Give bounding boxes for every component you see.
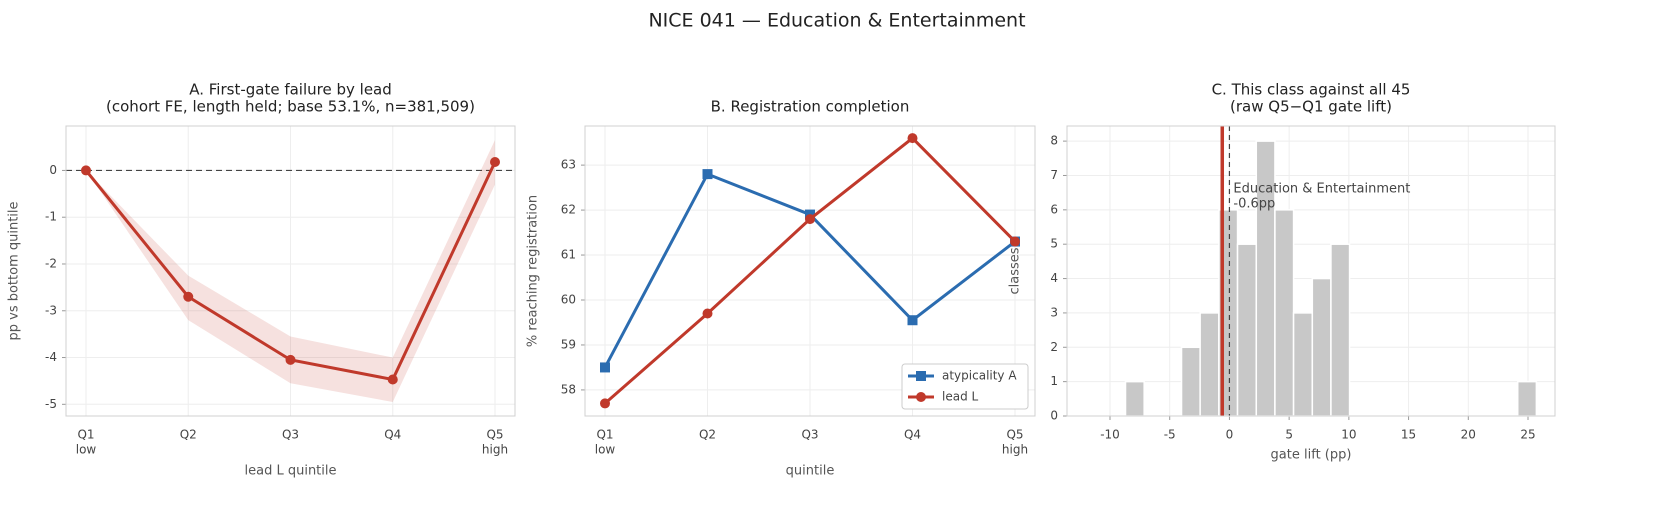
histogram-bar <box>1292 312 1314 417</box>
marker <box>387 374 398 385</box>
x-tick-label: -5 <box>1164 428 1176 442</box>
legend-marker <box>916 392 926 402</box>
x-tick-label: Q4 <box>384 428 401 442</box>
y-tick-label: 8 <box>1050 134 1058 148</box>
y-tick-label: 5 <box>1050 237 1058 251</box>
x-tick-label: Q1 <box>596 428 613 442</box>
marker <box>702 169 713 180</box>
x-tick-sublabel: high <box>1002 443 1028 457</box>
y-tick-label: 0 <box>1050 409 1058 423</box>
plot-frame <box>1066 125 1556 417</box>
panel-title: (raw Q5−Q1 gate lift) <box>1230 98 1392 116</box>
histogram-bar <box>1311 277 1332 417</box>
plot-frame <box>584 125 1036 417</box>
x-tick-sublabel: high <box>482 443 508 457</box>
panel-title: (cohort FE, length held; base 53.1%, n=3… <box>106 98 475 116</box>
plot-frame <box>65 125 516 417</box>
x-tick-sublabel: low <box>76 443 97 457</box>
y-tick-label: 2 <box>1050 340 1058 354</box>
highlight-value-label: -0.6pp <box>1233 197 1275 212</box>
y-axis-label: pp vs bottom quintile <box>7 201 22 340</box>
legend-label: lead L <box>942 390 979 404</box>
x-tick-label: Q5 <box>1006 428 1023 442</box>
y-tick-label: -3 <box>45 303 57 317</box>
x-axis-label: gate lift (pp) <box>1271 448 1352 463</box>
y-tick-label: 6 <box>1050 202 1058 216</box>
marker <box>907 315 918 326</box>
marker <box>600 362 610 373</box>
x-axis-label: quintile <box>786 464 835 479</box>
y-tick-label: -2 <box>45 256 57 270</box>
x-tick-label: 25 <box>1520 428 1535 442</box>
marker <box>285 354 296 365</box>
marker <box>490 157 500 168</box>
y-tick-label: 1 <box>1050 374 1058 388</box>
panel-title: B. Registration completion <box>711 98 910 116</box>
x-tick-label: 0 <box>1226 428 1234 442</box>
x-axis-label: lead L quintile <box>245 464 337 479</box>
x-tick-label: Q2 <box>699 428 716 442</box>
marker <box>183 291 194 302</box>
histogram-bar <box>1236 243 1258 417</box>
y-tick-label: 62 <box>561 203 576 217</box>
histogram-bar <box>1516 380 1538 417</box>
y-tick-label: -1 <box>45 210 57 224</box>
y-axis-label: classes <box>1008 247 1023 294</box>
x-tick-label: Q3 <box>801 428 818 442</box>
x-tick-label: Q3 <box>282 428 299 442</box>
y-tick-label: -5 <box>45 397 57 411</box>
x-tick-label: 20 <box>1461 428 1476 442</box>
y-tick-label: 59 <box>561 337 576 351</box>
y-tick-label: 61 <box>561 248 576 262</box>
y-tick-label: 63 <box>561 158 576 172</box>
x-tick-label: -10 <box>1100 428 1120 442</box>
panel-title: A. First-gate failure by lead <box>189 81 392 99</box>
y-tick-label: 58 <box>561 382 576 396</box>
y-tick-label: 7 <box>1050 168 1058 182</box>
x-tick-sublabel: low <box>595 443 616 457</box>
x-tick-label: Q5 <box>486 428 503 442</box>
y-axis-label: % reaching registration <box>526 195 541 347</box>
histogram-bar <box>1199 312 1220 417</box>
x-tick-label: 10 <box>1341 428 1356 442</box>
histogram-bar <box>1124 380 1145 417</box>
x-tick-label: Q4 <box>904 428 921 442</box>
marker <box>805 214 815 225</box>
x-tick-label: 5 <box>1285 428 1293 442</box>
legend-label: atypicality A <box>942 369 1017 383</box>
y-tick-label: 60 <box>561 293 576 307</box>
highlight-label: Education & Entertainment <box>1233 182 1410 197</box>
x-tick-label: Q2 <box>180 428 197 442</box>
marker <box>1010 236 1020 247</box>
figure-title: NICE 041 — Education & Entertainment <box>648 10 1025 32</box>
histogram-bar <box>1180 346 1201 417</box>
histogram-bar <box>1330 243 1351 417</box>
y-tick-label: -4 <box>45 350 57 364</box>
legend-marker <box>916 371 926 381</box>
marker <box>907 133 918 144</box>
y-tick-label: 4 <box>1050 271 1058 285</box>
y-tick-label: 0 <box>49 163 57 177</box>
y-tick-label: 3 <box>1050 305 1058 319</box>
panel-title: C. This class against all 45 <box>1212 81 1411 99</box>
marker <box>702 308 713 319</box>
histogram-bar <box>1274 209 1295 417</box>
marker <box>600 398 610 409</box>
x-tick-label: 15 <box>1401 428 1416 442</box>
marker <box>81 165 91 176</box>
x-tick-label: Q1 <box>77 428 94 442</box>
